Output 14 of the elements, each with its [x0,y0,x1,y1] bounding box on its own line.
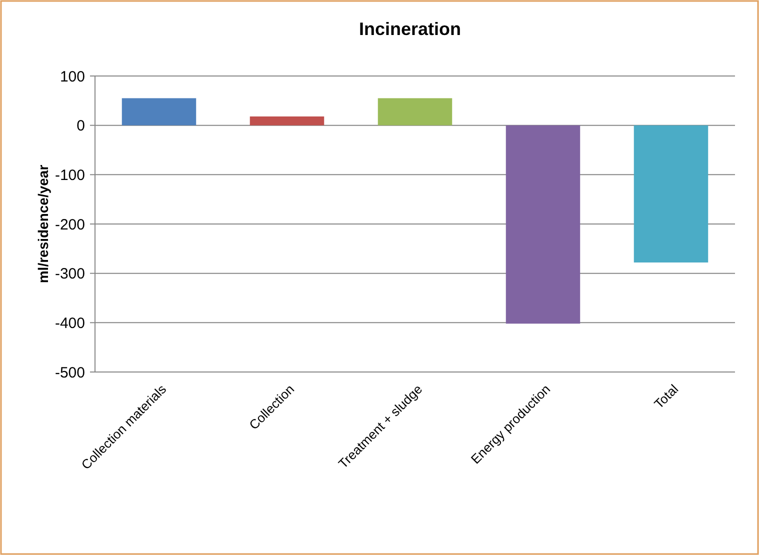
bar [122,98,196,126]
y-tick-label: -400 [54,314,85,332]
y-tick-label: -300 [54,266,85,283]
y-tick-label: -100 [54,166,85,184]
chart-title: Incineration [358,19,462,39]
y-tick-label: 0 [76,118,85,135]
bar [506,125,580,324]
y-tick-label: -200 [54,216,85,234]
y-axis-title: ml/residence/year [35,164,51,284]
bar [634,125,708,262]
y-tick-label: 100 [60,68,85,86]
y-tick-label: -500 [54,364,85,382]
bar [250,116,324,126]
bar [378,98,452,126]
